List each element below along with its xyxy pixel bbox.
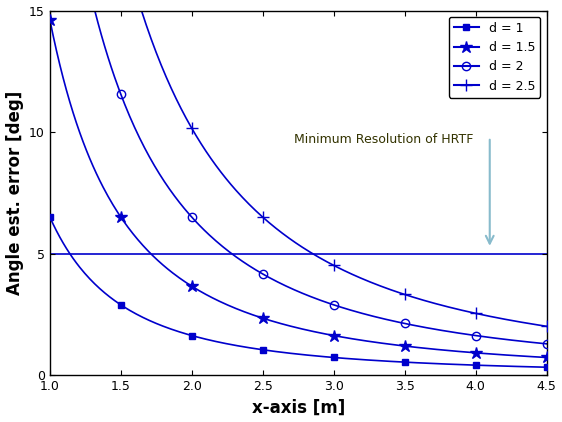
d = 2	[543, 341, 550, 346]
d = 2	[259, 271, 266, 276]
d = 2	[401, 321, 408, 326]
d = 2.5	[259, 214, 266, 219]
d = 1	[330, 355, 337, 360]
d = 1.5	[330, 333, 337, 338]
d = 2	[330, 302, 337, 307]
d = 2.5	[543, 324, 550, 329]
d = 1.5	[259, 316, 266, 321]
d = 1	[188, 333, 195, 338]
Line: d = 1.5: d = 1.5	[44, 14, 553, 364]
d = 2.5	[188, 126, 195, 131]
Line: d = 2.5: d = 2.5	[185, 122, 553, 333]
d = 1.5	[47, 17, 53, 22]
Text: Minimum Resolution of HRTF: Minimum Resolution of HRTF	[294, 133, 473, 146]
d = 1.5	[188, 284, 195, 289]
Line: d = 1: d = 1	[47, 214, 549, 370]
d = 1	[543, 365, 550, 370]
X-axis label: x-axis [m]: x-axis [m]	[252, 398, 345, 417]
d = 1.5	[472, 350, 479, 355]
d = 2.5	[472, 311, 479, 316]
d = 1	[472, 362, 479, 368]
d = 1	[401, 360, 408, 365]
d = 1	[117, 302, 124, 307]
d = 2.5	[330, 263, 337, 268]
Legend: d = 1, d = 1.5, d = 2, d = 2.5: d = 1, d = 1.5, d = 2, d = 2.5	[448, 17, 540, 97]
d = 2	[117, 92, 124, 97]
d = 1.5	[401, 344, 408, 349]
d = 2	[188, 214, 195, 219]
Line: d = 2: d = 2	[117, 90, 551, 348]
d = 1	[47, 214, 53, 219]
d = 2.5	[401, 292, 408, 297]
d = 1.5	[543, 355, 550, 360]
Y-axis label: Angle est. error [deg]: Angle est. error [deg]	[6, 91, 24, 295]
d = 1	[259, 347, 266, 352]
d = 1.5	[117, 214, 124, 219]
d = 2	[472, 333, 479, 338]
